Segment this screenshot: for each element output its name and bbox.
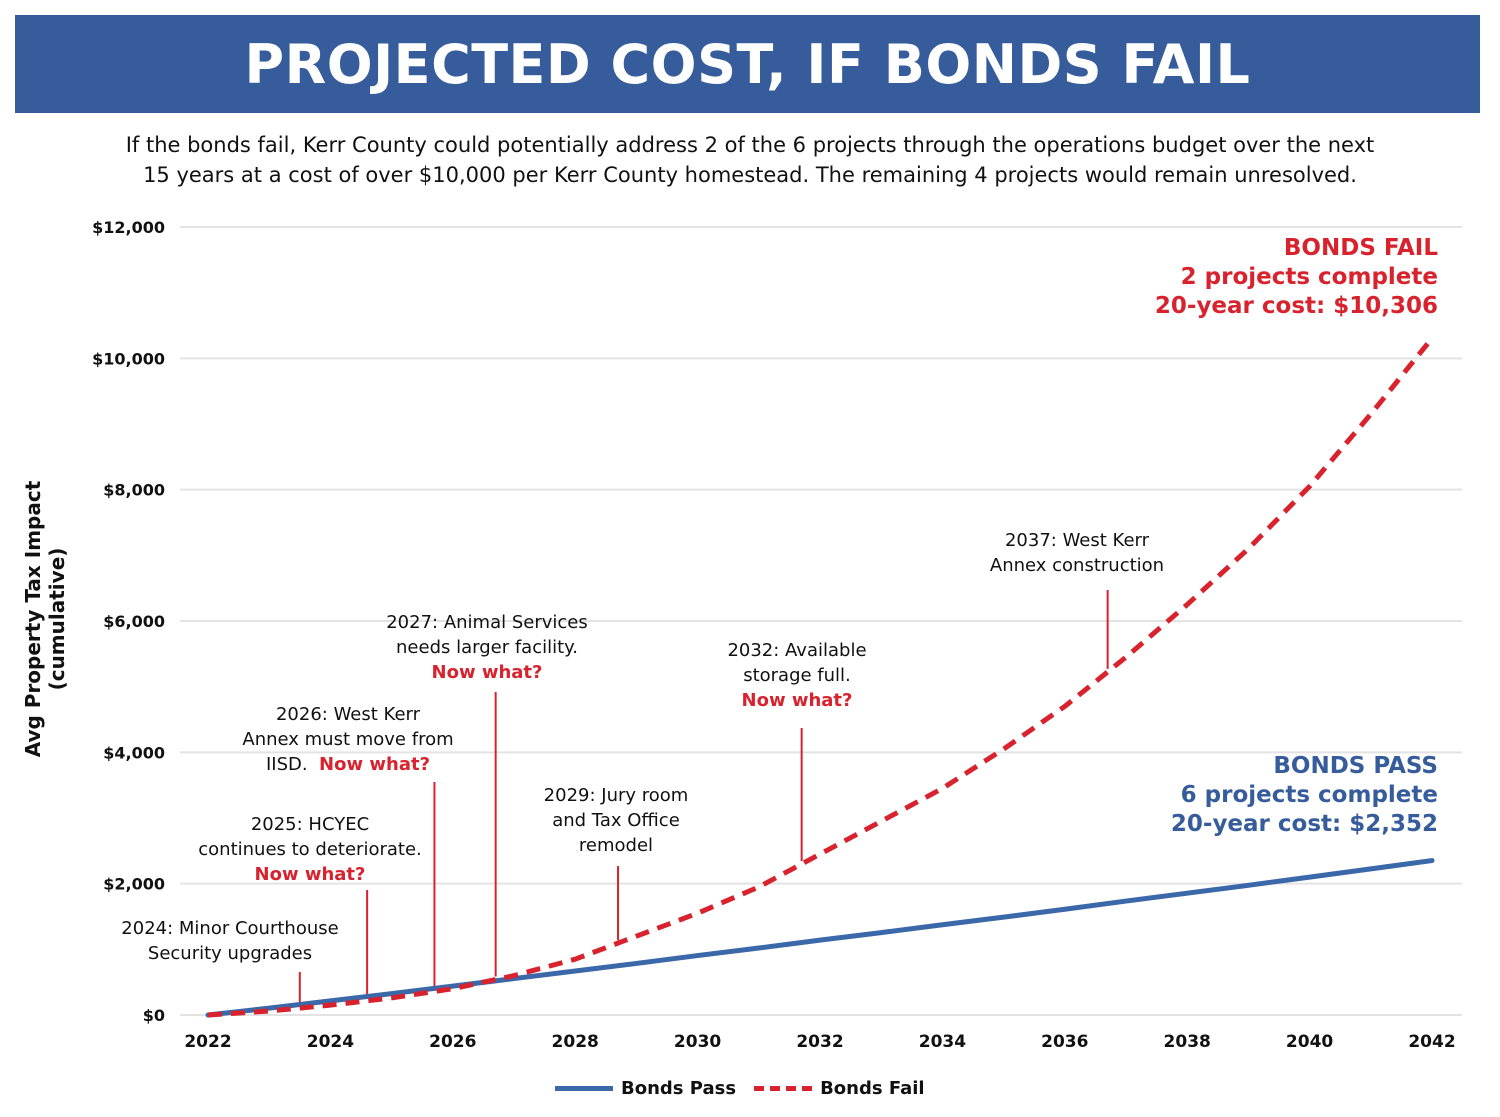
page-title: PROJECTED COST, IF BONDS FAIL [244,32,1251,96]
x-tick-label: 2036 [1041,1032,1088,1052]
annotation-text: 2024: Minor Courthouse [121,918,339,939]
bonds-fail-summary: BONDS FAIL 2 projects complete 20-year c… [1155,234,1438,321]
x-tick-label: 2024 [307,1032,354,1052]
annotation-text: continues to deteriorate. [198,839,422,860]
annotation-text: 2027: Animal Services [386,612,588,633]
subtitle-line-1: If the bonds fail, Kerr County could pot… [125,133,1375,157]
y-tick-label: $12,000 [92,218,165,237]
subtitle: If the bonds fail, Kerr County could pot… [60,130,1440,190]
summary-heading: BONDS PASS [1273,753,1438,779]
annotation-text: Annex must move from [242,729,454,750]
x-tick-label: 2040 [1286,1032,1333,1052]
annotation-text: Annex construction [989,555,1165,576]
annotation-now-what: Now what? [319,754,431,775]
bonds-pass-summary: BONDS PASS 6 projects complete 20-year c… [1171,752,1438,839]
x-tick-label: 2038 [1164,1032,1211,1052]
y-tick-label: $6,000 [103,612,165,631]
summary-projects: 6 projects complete [1180,782,1438,808]
summary-projects: 2 projects complete [1180,264,1438,290]
annotation-2026: 2026: West Kerr Annex must move from IIS… [228,702,468,777]
y-tick-label: $4,000 [103,743,165,762]
legend-label-fail: Bonds Fail [820,1078,925,1099]
summary-heading: BONDS FAIL [1283,235,1438,261]
annotation-text: remodel [578,835,654,856]
annotation-2025: 2025: HCYEC continues to deteriorate. No… [190,812,430,887]
legend: Bonds Pass Bonds Fail [555,1078,925,1099]
annotation-now-what: Now what? [431,662,543,683]
annotation-text: needs larger facility. [396,637,578,658]
summary-cost: 20-year cost: $10,306 [1154,293,1438,319]
annotation-now-what: Now what? [741,690,853,711]
annotation-now-what: Now what? [254,864,366,885]
annotation-text: storage full. [743,665,851,686]
x-tick-label: 2030 [674,1032,721,1052]
y-tick-label: $0 [143,1006,165,1025]
x-tick-label: 2032 [796,1032,843,1052]
annotation-2027: 2027: Animal Services needs larger facil… [367,610,607,685]
x-tick-label: 2026 [429,1032,476,1052]
annotation-text: Security upgrades [147,943,313,964]
legend-label-pass: Bonds Pass [621,1078,737,1099]
annotation-text: 2029: Jury room [543,785,689,806]
y-tick-label: $2,000 [103,875,165,894]
annotation-2029: 2029: Jury room and Tax Office remodel [496,783,736,858]
annotation-text: 2026: West Kerr [275,704,421,725]
x-tick-label: 2028 [552,1032,599,1052]
y-axis-label: Avg Property Tax Impact (cumulative) [21,480,69,758]
title-banner: PROJECTED COST, IF BONDS FAIL [15,15,1480,113]
legend-swatch-pass [555,1086,613,1091]
annotation-2037: 2037: West Kerr Annex construction [957,528,1197,578]
y-tick-label: $10,000 [92,349,165,368]
subtitle-line-2: 15 years at a cost of over $10,000 per K… [143,163,1357,187]
annotation-2024: 2024: Minor Courthouse Security upgrades [110,916,350,966]
x-tick-label: 2042 [1408,1032,1455,1052]
series-line-bonds-fail [207,336,1434,1018]
summary-cost: 20-year cost: $2,352 [1170,811,1438,837]
annotation-text: 2025: HCYEC [250,814,370,835]
annotation-text: and Tax Office [552,810,680,831]
y-tick-label: $8,000 [103,481,165,500]
annotation-text: 2037: West Kerr [1004,530,1150,551]
legend-swatch-fail [754,1086,813,1091]
x-tick-label: 2034 [919,1032,966,1052]
x-tick-label: 2022 [184,1032,231,1052]
annotation-text: 2032: Available [727,640,867,661]
annotation-text: IISD. [265,754,308,775]
annotation-2032: 2032: Available storage full. Now what? [677,638,917,713]
